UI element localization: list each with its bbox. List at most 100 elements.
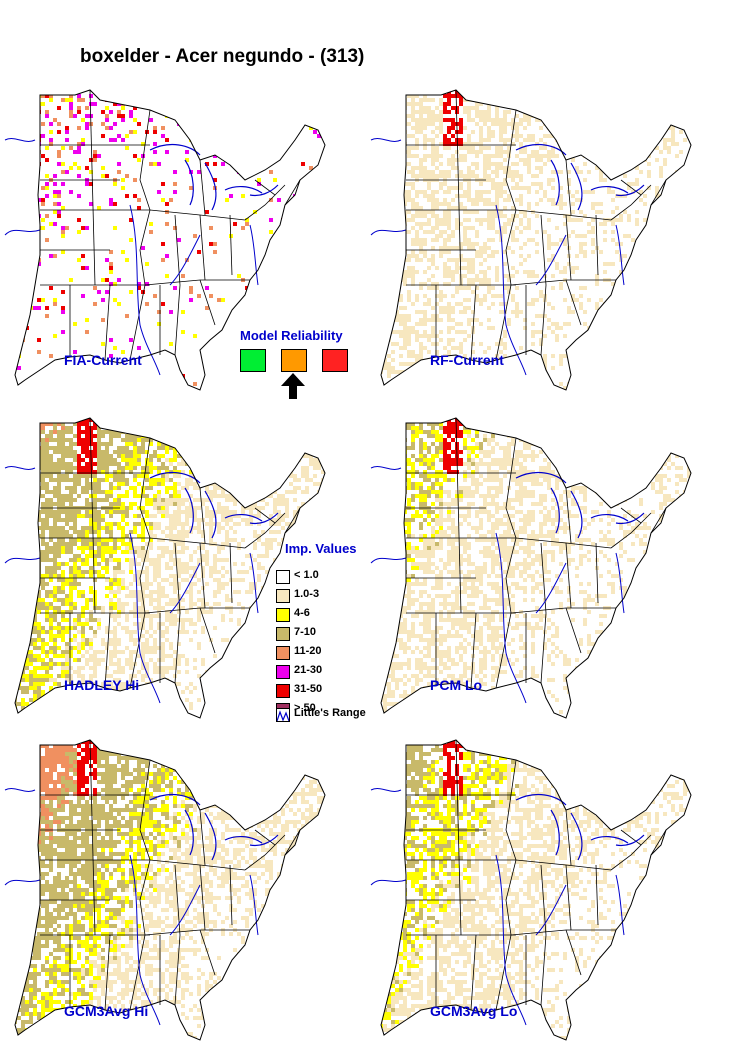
importance-cell <box>5 470 9 474</box>
importance-cell <box>145 558 149 562</box>
importance-cell <box>25 194 29 198</box>
importance-cell <box>559 170 563 174</box>
importance-cell <box>371 362 375 366</box>
importance-cell <box>463 298 467 302</box>
importance-cell <box>113 102 117 106</box>
importance-cell <box>371 238 375 242</box>
importance-cell <box>97 442 101 446</box>
importance-cell <box>447 226 451 230</box>
importance-cell <box>427 298 431 302</box>
importance-cell <box>89 494 93 498</box>
importance-cell <box>371 378 375 382</box>
importance-cell <box>519 194 523 198</box>
importance-cell <box>173 522 177 526</box>
importance-cell <box>9 566 13 570</box>
importance-cell <box>45 558 49 562</box>
importance-cell <box>149 438 153 442</box>
importance-cell <box>109 458 113 462</box>
importance-cell <box>423 330 427 334</box>
importance-cell <box>583 90 587 94</box>
importance-cell <box>15 510 17 514</box>
importance-cell <box>383 150 387 154</box>
importance-cell <box>475 374 479 378</box>
importance-cell <box>61 542 65 546</box>
importance-cell <box>9 450 13 454</box>
importance-cell <box>161 258 165 262</box>
importance-cell <box>121 178 125 182</box>
importance-cell <box>153 570 157 574</box>
importance-cell <box>61 562 65 566</box>
importance-cell <box>165 450 169 454</box>
importance-cell <box>257 538 261 542</box>
importance-cell <box>443 94 447 98</box>
importance-cell <box>229 418 233 422</box>
importance-cell <box>599 114 603 118</box>
importance-cell <box>387 250 391 254</box>
importance-cell <box>455 290 459 294</box>
importance-cell <box>371 210 375 214</box>
importance-cell <box>539 198 543 202</box>
importance-cell <box>535 190 539 194</box>
importance-cell <box>261 106 265 110</box>
importance-cell <box>245 422 249 426</box>
importance-cell <box>671 290 675 294</box>
importance-cell <box>93 422 97 426</box>
importance-cell <box>245 438 249 442</box>
country-outline <box>14 89 326 391</box>
importance-cell <box>567 138 571 142</box>
importance-cell <box>285 418 289 422</box>
importance-cell <box>49 530 53 534</box>
importance-cell <box>415 390 419 394</box>
importance-cell <box>281 442 285 446</box>
importance-cell <box>407 386 411 390</box>
importance-cell <box>69 578 73 582</box>
importance-cell <box>503 130 507 134</box>
importance-cell <box>57 538 61 542</box>
importance-cell <box>483 258 487 262</box>
importance-cell <box>679 330 683 334</box>
importance-cell <box>49 538 53 542</box>
importance-cell <box>499 186 503 190</box>
importance-cell <box>627 182 631 186</box>
map-panel-hadley-hi: HADLEY Hi <box>0 413 345 733</box>
importance-cell <box>101 134 105 138</box>
importance-cell <box>169 438 173 442</box>
importance-cell <box>145 542 149 546</box>
importance-cell <box>423 106 427 110</box>
importance-cell <box>599 202 603 206</box>
importance-cell <box>411 326 415 330</box>
importance-cell <box>121 550 125 554</box>
importance-cell <box>305 470 309 474</box>
importance-cell <box>515 114 519 118</box>
importance-cell <box>419 354 423 358</box>
importance-cell <box>201 430 205 434</box>
importance-cell <box>137 574 141 578</box>
importance-cell <box>161 550 165 554</box>
importance-cell <box>129 558 133 562</box>
importance-cell <box>41 218 45 222</box>
importance-cell <box>133 494 137 498</box>
importance-cell <box>15 454 17 458</box>
importance-cell <box>407 198 411 202</box>
importance-cell <box>245 430 249 434</box>
importance-cell <box>371 326 375 330</box>
importance-cell <box>487 106 491 110</box>
importance-cell <box>229 510 233 514</box>
importance-cell <box>81 438 85 442</box>
importance-cell <box>387 122 391 126</box>
importance-cell <box>535 150 539 154</box>
importance-cell <box>257 534 261 538</box>
importance-cell <box>399 386 403 390</box>
importance-cell <box>141 530 145 534</box>
importance-cell <box>329 422 333 426</box>
importance-cell <box>69 430 73 434</box>
importance-cell <box>225 522 229 526</box>
importance-cell <box>527 106 531 110</box>
importance-cell <box>531 182 535 186</box>
importance-cell <box>395 382 399 386</box>
importance-cell <box>407 318 411 322</box>
importance-cell <box>483 138 487 142</box>
importance-cell <box>77 494 81 498</box>
importance-cell <box>113 282 117 286</box>
importance-cell <box>129 290 133 294</box>
